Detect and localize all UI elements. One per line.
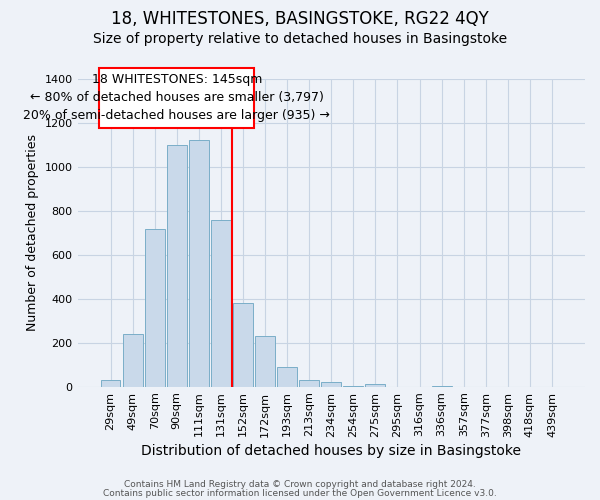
Bar	[101, 380, 121, 386]
Bar	[189, 140, 209, 386]
Text: Contains public sector information licensed under the Open Government Licence v3: Contains public sector information licen…	[103, 489, 497, 498]
Text: 18, WHITESTONES, BASINGSTOKE, RG22 4QY: 18, WHITESTONES, BASINGSTOKE, RG22 4QY	[111, 10, 489, 28]
Bar	[233, 303, 253, 386]
Text: Size of property relative to detached houses in Basingstoke: Size of property relative to detached ho…	[93, 32, 507, 46]
Bar	[322, 382, 341, 386]
Bar	[100, 68, 254, 128]
Bar	[122, 334, 143, 386]
Bar	[365, 384, 385, 386]
Bar	[145, 230, 164, 386]
Bar	[211, 220, 231, 386]
Text: 18 WHITESTONES: 145sqm
← 80% of detached houses are smaller (3,797)
20% of semi-: 18 WHITESTONES: 145sqm ← 80% of detached…	[23, 74, 330, 122]
Text: Contains HM Land Registry data © Crown copyright and database right 2024.: Contains HM Land Registry data © Crown c…	[124, 480, 476, 489]
Bar	[299, 380, 319, 386]
X-axis label: Distribution of detached houses by size in Basingstoke: Distribution of detached houses by size …	[141, 444, 521, 458]
Bar	[167, 144, 187, 386]
Bar	[255, 336, 275, 386]
Bar	[277, 367, 297, 386]
Y-axis label: Number of detached properties: Number of detached properties	[26, 134, 39, 331]
